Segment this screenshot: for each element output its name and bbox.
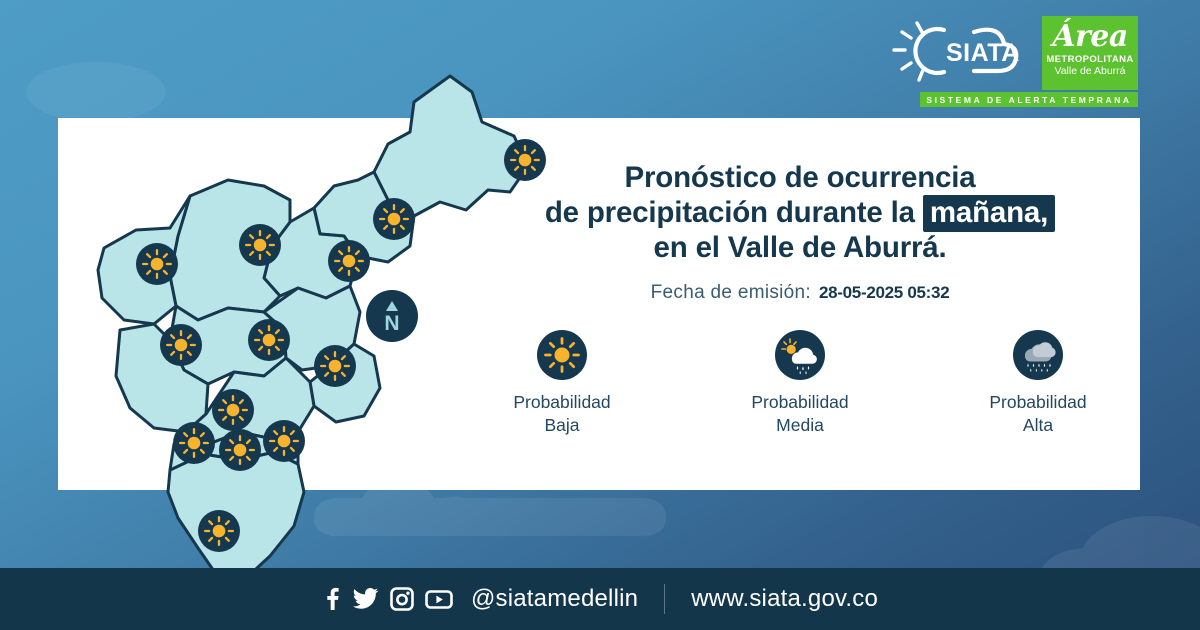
- title-line-2-text: de precipitación durante la: [544, 196, 915, 229]
- siata-tagline-text: SISTEMA DE ALERTA TEMPRANA: [926, 94, 1132, 105]
- valle-de-aburra-map: N: [58, 40, 546, 582]
- map-marker-sun-icon: [198, 510, 240, 552]
- website-url[interactable]: www.siata.gov.co: [691, 585, 879, 612]
- map-marker-sun-icon: [373, 198, 415, 240]
- youtube-icon[interactable]: [425, 587, 453, 611]
- siata-logo: SIATA: [890, 16, 1030, 90]
- map-marker-sun-icon: [160, 324, 202, 366]
- siata-tagline-bar: SISTEMA DE ALERTA TEMPRANA: [920, 92, 1138, 107]
- map-marker-sun-icon: [328, 240, 370, 282]
- twitter-icon[interactable]: [352, 587, 379, 611]
- area-logo-script: Área: [1052, 19, 1128, 54]
- title-line-1: Pronóstico de ocurrencia: [624, 161, 976, 194]
- map-marker-sun-icon: [504, 139, 546, 181]
- area-logo-line2: Valle de Aburrá: [1054, 65, 1126, 77]
- svg-text:SIATA: SIATA: [946, 39, 1020, 67]
- page-title: Pronóstico de ocurrencia de precipitació…: [470, 160, 1130, 265]
- legend-label-low: Probabilidad Baja: [513, 391, 610, 437]
- headline-block: Pronóstico de ocurrencia de precipitació…: [470, 160, 1130, 304]
- legend-label-line2: Baja: [544, 415, 580, 435]
- map-marker-sun-icon: [219, 429, 261, 471]
- emission-date-label: Fecha de emisión:: [650, 282, 811, 303]
- legend-item-low: Probabilidad Baja: [487, 330, 637, 437]
- legend-item-medium: Probabilidad Media: [725, 330, 875, 437]
- sun-rain-cloud-icon: [775, 330, 825, 380]
- logo-group: SIATA Área METROPOLITANA Valle de Aburrá: [890, 16, 1138, 90]
- probability-legend: Probabilidad Baja Probabilidad Media: [470, 330, 1130, 437]
- map-marker-sun-icon: [263, 420, 305, 462]
- title-line-2: de precipitación durante la mañana,: [470, 195, 1130, 232]
- map-marker-sun-icon: [239, 224, 281, 266]
- legend-label-line1: Probabilidad: [513, 392, 611, 412]
- map-marker-sun-icon: [136, 243, 178, 285]
- legend-label-medium: Probabilidad Media: [751, 391, 848, 437]
- legend-item-high: Probabilidad Alta: [963, 330, 1113, 437]
- emission-date: Fecha de emisión: 28-05-2025 05:32: [470, 282, 1130, 304]
- map-marker-sun-icon: [314, 345, 356, 387]
- social-handle[interactable]: @siatamedellin: [470, 585, 639, 612]
- rain-cloud-icon: [1013, 330, 1063, 380]
- footer-bar: @siatamedellin www.siata.gov.co: [0, 568, 1200, 630]
- instagram-icon[interactable]: [390, 587, 414, 611]
- legend-label-line2: Alta: [1022, 415, 1054, 435]
- map-marker-sun-icon: [212, 389, 254, 431]
- map-marker-sun-icon: [248, 319, 290, 361]
- area-logo-line1: METROPOLITANA: [1046, 54, 1134, 65]
- sun-icon: [537, 330, 587, 380]
- legend-label-line1: Probabilidad: [989, 392, 1087, 412]
- emission-date-value: 28-05-2025 05:32: [818, 283, 950, 302]
- map-marker-sun-icon: [173, 422, 215, 464]
- svg-text:N: N: [384, 312, 399, 335]
- legend-label-line1: Probabilidad: [751, 392, 849, 412]
- legend-label-line2: Media: [776, 415, 824, 435]
- facebook-icon[interactable]: [322, 587, 342, 611]
- footer-divider: [664, 584, 666, 614]
- title-highlight-manana: mañana,: [922, 195, 1056, 232]
- area-metropolitana-logo: Área METROPOLITANA Valle de Aburrá: [1042, 16, 1138, 90]
- north-arrow-icon: N: [366, 290, 418, 342]
- social-icons: [322, 587, 453, 611]
- title-line-3: en el Valle de Aburrá.: [653, 231, 947, 264]
- legend-label-high: Probabilidad Alta: [989, 391, 1086, 437]
